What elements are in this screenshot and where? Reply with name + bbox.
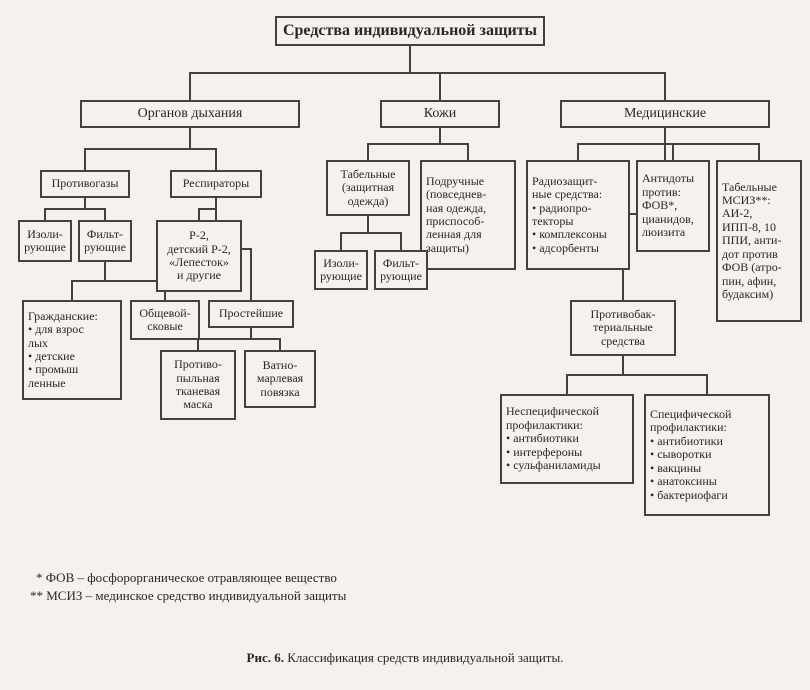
edge-tabel-filt2 xyxy=(368,216,401,250)
node-gasmask: Противогазы xyxy=(40,170,130,198)
node-filt2: Фильт- рующие xyxy=(374,250,428,290)
edge-med-msiz xyxy=(665,128,759,160)
edge-simple-dustmask xyxy=(198,328,251,350)
edge-antibac-nonspec xyxy=(567,356,623,394)
node-iso2: Изоли- рующие xyxy=(314,250,368,290)
edge-tabel-iso2 xyxy=(341,216,368,250)
figure-caption: Рис. 6. Классификация средств индивидуал… xyxy=(0,650,810,666)
node-respir: Респираторы xyxy=(170,170,262,198)
figure-caption-text: Классификация средств индивидуальной защ… xyxy=(284,650,563,665)
edge-respir-r2 xyxy=(199,198,216,220)
node-antidote: Антидоты против: ФОВ*, цианидов, люизита xyxy=(636,160,710,252)
footnote-1: * ФОВ – фосфорорганическое отравляющее в… xyxy=(36,570,337,586)
edge-gasmask-filt1 xyxy=(85,198,105,220)
edge-antibac-spec xyxy=(623,356,707,394)
edge-resp-respir xyxy=(190,128,216,170)
figure-caption-prefix: Рис. 6. xyxy=(247,650,284,665)
diagram-page: Средства индивидуальной защиты Органов ды… xyxy=(0,0,810,690)
node-civil: Гражданские: • для взрос лых • детские •… xyxy=(22,300,122,400)
node-radio: Радиозащит- ные средства: • радиопро- те… xyxy=(526,160,630,270)
node-antibac: Противобак- териальные средства xyxy=(570,300,676,356)
edge-simple-gauze xyxy=(251,328,280,350)
edge-root-resp xyxy=(190,46,410,100)
node-r2: Р-2, детский Р-2, «Лепесток» и другие xyxy=(156,220,242,292)
node-skin: Кожи xyxy=(380,100,500,128)
edge-skin-tabel xyxy=(368,128,440,160)
edge-skin-improv xyxy=(440,128,468,160)
node-improv: Подручные (повседнев- ная одежда, приспо… xyxy=(420,160,516,270)
node-army: Общевой- сковые xyxy=(130,300,200,340)
edge-filt1-civil xyxy=(72,262,105,300)
edge-gasmask-iso1 xyxy=(45,198,85,220)
node-iso1: Изоли- рующие xyxy=(18,220,72,262)
node-dustmask: Противо- пыльная тканевая маска xyxy=(160,350,236,420)
node-spec: Специфической профилактики: • антибиотик… xyxy=(644,394,770,516)
node-nonspec: Неспецифической профилактики: • антибиот… xyxy=(500,394,634,484)
node-root: Средства индивидуальной защиты xyxy=(275,16,545,46)
node-tabel: Табельные (защитная одежда) xyxy=(326,160,410,216)
node-simple: Простейшие xyxy=(208,300,294,328)
edge-med-radio xyxy=(578,128,665,160)
node-gauze: Ватно- марлевая повязка xyxy=(244,350,316,408)
edge-resp-gasmask xyxy=(85,128,190,170)
node-resp: Органов дыхания xyxy=(80,100,300,128)
node-filt1: Фильт- рующие xyxy=(78,220,132,262)
node-med: Медицинские xyxy=(560,100,770,128)
edge-root-med xyxy=(410,46,665,100)
footnote-2: ** МСИЗ – мединское средство индивидуаль… xyxy=(30,588,346,604)
node-msiz: Табельные МСИЗ**: АИ-2, ИПП-8, 10 ППИ, а… xyxy=(716,160,802,322)
